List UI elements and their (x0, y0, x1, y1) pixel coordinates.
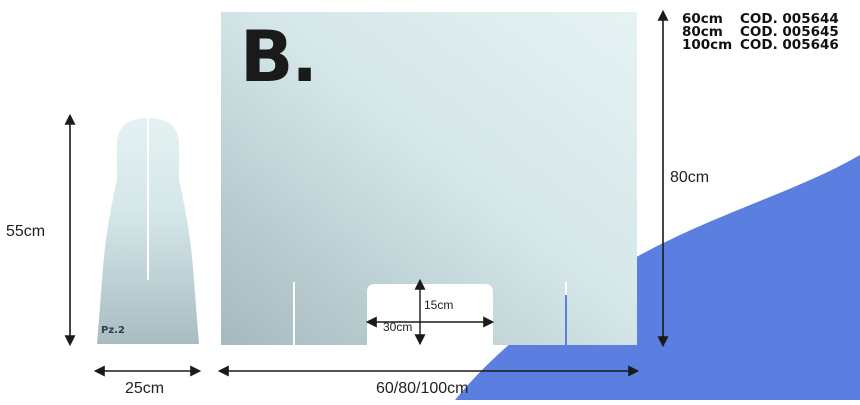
main-panel-shape (221, 12, 637, 345)
code-size: 60cm (682, 11, 723, 27)
panel-width-label: 60/80/100cm (376, 380, 469, 397)
code-row: 80cm COD. 005645 (682, 24, 839, 40)
side-height-label: 55cm (6, 223, 46, 240)
code-value: COD. 005646 (740, 37, 839, 53)
side-width-label: 25cm (125, 380, 165, 397)
code-size: 100cm (682, 37, 733, 53)
code-value: COD. 005644 (740, 11, 839, 27)
quantity-label: Pz.2 (101, 325, 125, 336)
panel-height-label: 80cm (670, 169, 710, 186)
panel-label: B. (240, 16, 318, 98)
code-value: COD. 005645 (740, 24, 839, 40)
code-row: 100cm COD. 005646 (682, 37, 839, 53)
code-size: 80cm (682, 24, 723, 40)
product-codes: 60cm COD. 005644 80cm COD. 005645 100cm … (682, 11, 839, 53)
window-width-label: 30cm (383, 320, 413, 334)
code-row: 60cm COD. 005644 (682, 11, 839, 27)
window-height-label: 15cm (424, 298, 454, 312)
